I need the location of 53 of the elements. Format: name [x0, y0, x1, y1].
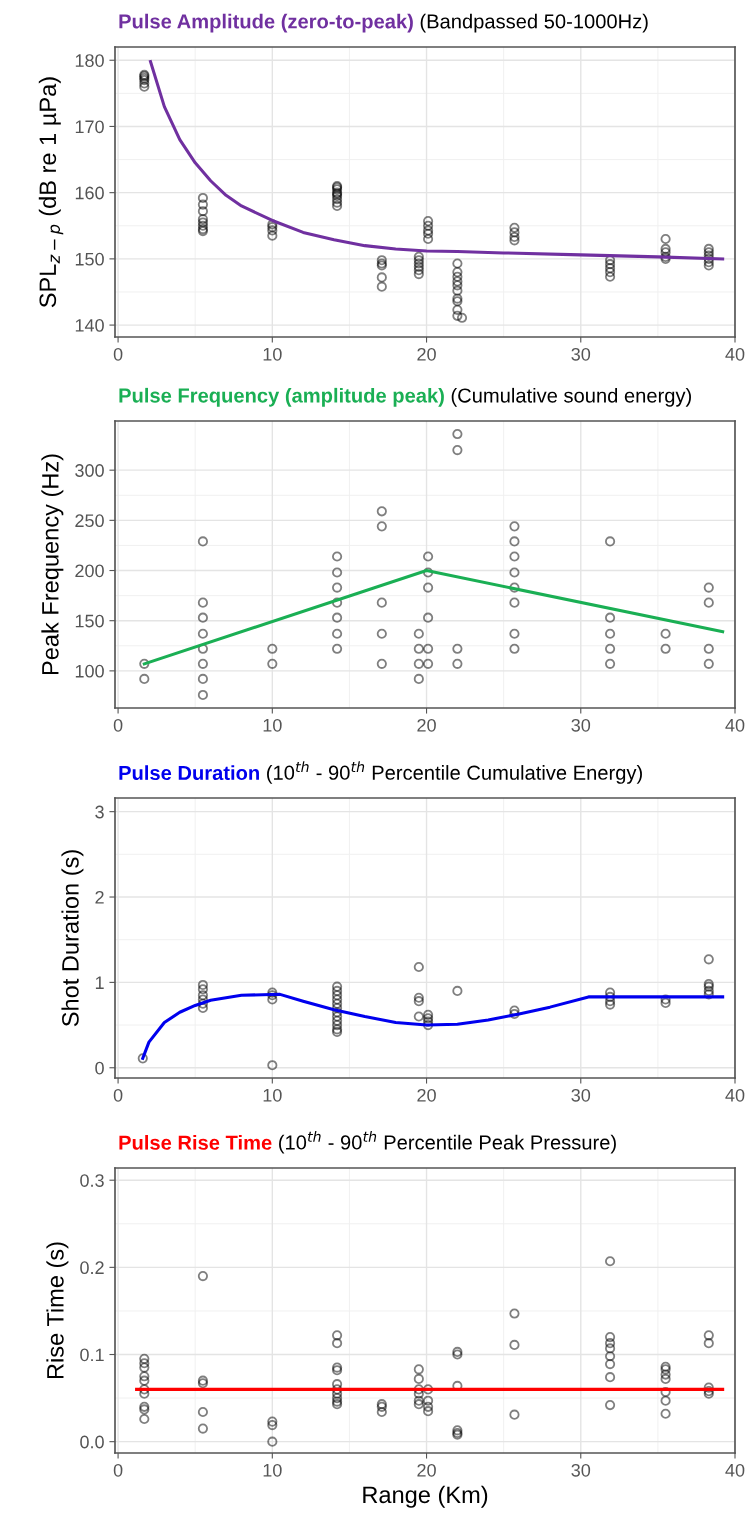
x-tick-label: 40 — [725, 1088, 745, 1102]
y-tick-label: 200 — [75, 564, 104, 578]
chart-title: Pulse Amplitude (zero-to-peak) — [119, 13, 413, 33]
y-axis-title: Peak Frequency (Hz) — [41, 454, 64, 675]
y-tick-label: 0.3 — [80, 1174, 104, 1187]
y-tick-label: 0 — [95, 1061, 104, 1075]
x-tick-label: 20 — [417, 718, 436, 732]
x-tick-label: 10 — [263, 1463, 282, 1477]
x-tick-label: 20 — [417, 1088, 436, 1102]
x-tick-label: 20 — [417, 1463, 436, 1477]
y-tick-label: 140 — [75, 319, 104, 332]
y-tick-label: 3 — [95, 805, 104, 819]
y-tick-label: 0.2 — [80, 1261, 104, 1275]
x-tick-label: 40 — [725, 347, 745, 361]
chart-title: Pulse Duration — [119, 765, 259, 781]
y-tick-label: 2 — [95, 890, 104, 904]
chart-subtitle: (Cumulative sound energy) — [451, 387, 691, 407]
x-tick-label: 20 — [417, 347, 436, 361]
y-axis-title: Rise Time (s) — [46, 1242, 69, 1379]
chart-subtitle: (Bandpassed 50-1000Hz) — [420, 13, 648, 33]
x-tick-label: 30 — [571, 1088, 591, 1102]
y-tick-label: 1 — [95, 976, 104, 989]
x-tick-label: 0 — [113, 347, 123, 361]
y-tick-label: 170 — [75, 120, 104, 134]
y-tick-label: 0.0 — [80, 1435, 104, 1449]
y-tick-label: 160 — [75, 186, 104, 200]
y-tick-label: 100 — [75, 664, 104, 678]
x-tick-label: 0 — [113, 1463, 123, 1477]
x-tick-label: 10 — [263, 347, 282, 361]
x-axis-title: Range (Km) — [363, 1485, 488, 1508]
y-tick-label: 150 — [75, 252, 104, 266]
y-tick-label: 180 — [75, 54, 104, 67]
x-tick-label: 30 — [571, 347, 591, 361]
x-tick-label: 10 — [263, 718, 282, 732]
x-tick-label: 10 — [263, 1088, 282, 1102]
line-series — [141, 992, 725, 1060]
y-tick-label: 300 — [75, 464, 104, 477]
x-tick-label: 0 — [113, 718, 123, 732]
chart-subtitle: (10$^{th}$ - 90$^{th}$ Percentile Peak Pressure) — [279, 1130, 616, 1154]
line-series — [148, 60, 725, 261]
chart-subtitle: (10$^{th}$ - 90$^{th}$ Percentile Cumulative Energy) — [267, 761, 642, 784]
x-tick-label: 0 — [113, 1088, 123, 1102]
x-tick-label: 30 — [571, 1463, 591, 1477]
y-tick-label: 0.1 — [80, 1348, 104, 1362]
y-axis-title: Shot Duration (s) — [61, 850, 84, 1027]
x-tick-label: 40 — [725, 1463, 745, 1477]
chart-title: Pulse Frequency (amplitude peak) — [119, 387, 444, 407]
x-tick-label: 40 — [725, 718, 745, 732]
y-tick-label: 250 — [75, 514, 104, 528]
chart-title: Pulse Rise Time — [119, 1134, 272, 1150]
y-axis-title: SPL$_{z−p}$ (dB re 1 µPa) — [38, 77, 64, 308]
y-tick-label: 150 — [75, 614, 104, 628]
x-tick-label: 30 — [571, 718, 591, 732]
